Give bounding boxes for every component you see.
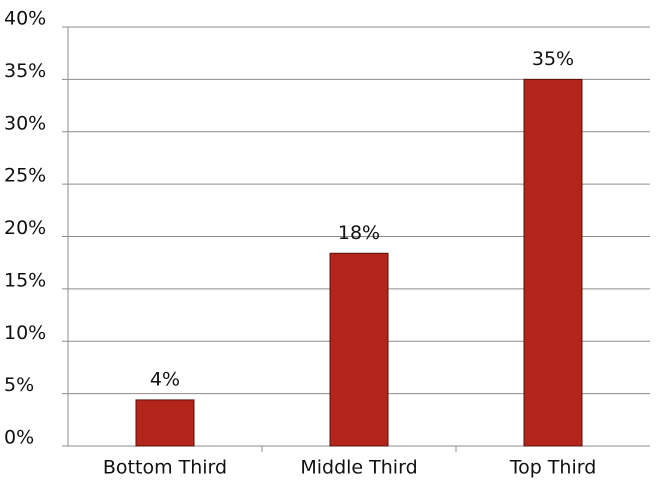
x-tick-label: Middle Third — [300, 457, 417, 479]
value-label: 4% — [150, 368, 180, 390]
y-tick-label: 0% — [4, 427, 34, 449]
bar — [329, 252, 389, 447]
value-label: 18% — [338, 222, 380, 244]
x-tick-label: Bottom Third — [103, 457, 227, 479]
y-tick-label: 15% — [4, 269, 46, 291]
y-tick-label: 40% — [4, 8, 46, 30]
bar — [135, 399, 195, 447]
y-tick-label: 5% — [4, 374, 34, 396]
x-tick-label: Top Third — [509, 457, 597, 479]
y-tick-label: 35% — [4, 60, 46, 82]
bar — [523, 78, 583, 447]
value-label: 35% — [532, 48, 574, 70]
y-tick-label: 25% — [4, 165, 46, 187]
y-tick-label: 30% — [4, 112, 46, 134]
y-tick-label: 20% — [4, 217, 46, 239]
y-tick-label: 10% — [4, 322, 46, 344]
